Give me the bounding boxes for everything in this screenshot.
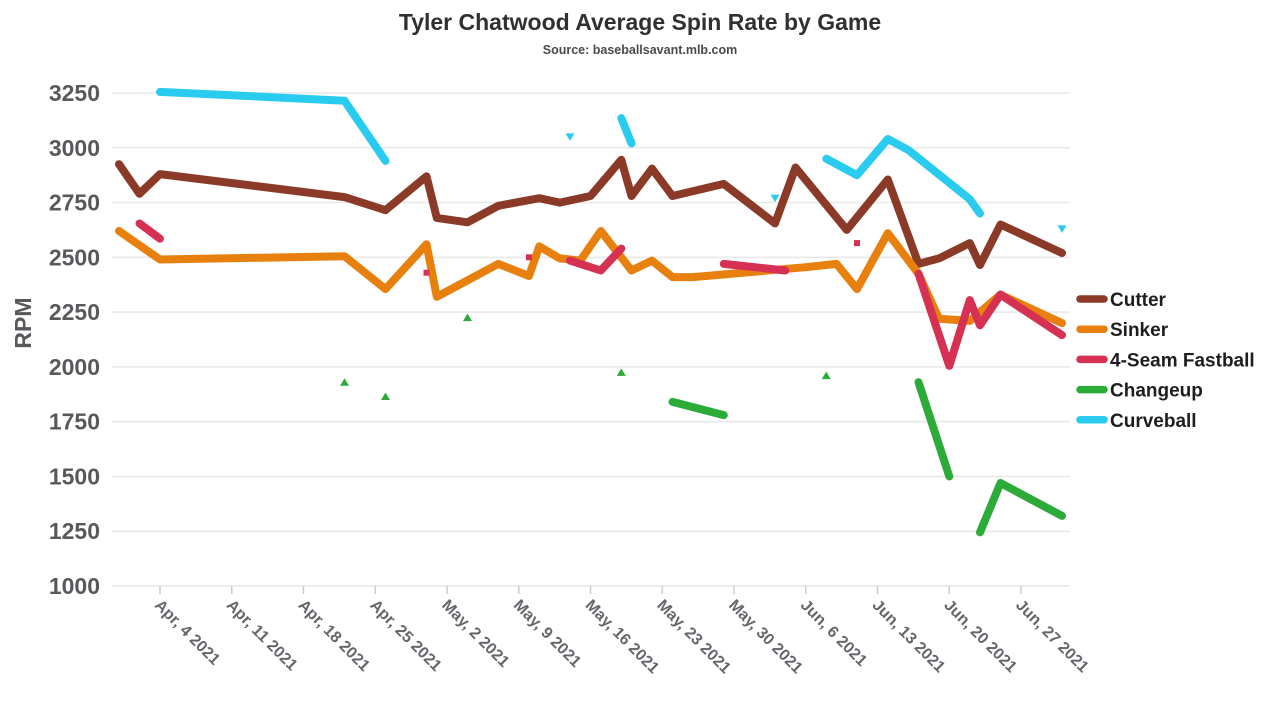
series-marker-4-seam-fastball [423,269,430,276]
series-marker-changeup [463,313,472,322]
series-marker-changeup [340,378,349,386]
y-tick-label: 3000 [49,135,100,161]
chart-title: Tyler Chatwood Average Spin Rate by Game [399,9,881,35]
series-marker-4-seam-fastball [854,240,860,247]
x-tick-label: May, 16 2021 [582,597,662,677]
x-tick-label: Apr, 11 2021 [223,597,301,675]
series-marker-changeup [381,392,390,400]
y-tick-label: 3250 [49,80,100,106]
y-tick-label: 1000 [49,573,100,599]
series-line-4-seam-fastball [566,244,626,275]
series-line-4-seam-fastball [135,219,164,243]
series-line-4-seam-fastball [914,269,1066,370]
legend-label-cutter: Cutter [1110,290,1167,311]
x-tick-label: May, 9 2021 [510,597,584,671]
legend-item-4-seam-fastball: 4-Seam Fastball [1076,350,1255,371]
series-marker-curveball [770,194,780,203]
series-line-changeup [914,378,954,481]
legend-item-curveball: Curveball [1076,411,1197,432]
data-series [115,87,1067,537]
x-tick-label: Jun, 20 2021 [940,597,1019,676]
legend: Cutter Sinker 4-Seam Fastball Changeup Curve… [1076,290,1255,432]
y-tick-label: 1250 [49,518,100,544]
x-tick-label: Apr, 25 2021 [366,597,444,675]
legend-label-changeup: Changeup [1110,381,1203,402]
series-line-4-seam-fastball [719,259,790,275]
legend-item-changeup: Changeup [1076,381,1203,402]
series-line-curveball [822,135,984,218]
y-tick-label: 2500 [49,244,100,270]
legend-item-sinker: Sinker [1076,320,1169,341]
series-line-curveball [156,87,390,165]
x-tick-label: Jun, 27 2021 [1012,597,1091,676]
y-tick-labels: 3250 3000 2750 2500 2250 2000 1750 1500 1250 1000 [49,80,100,599]
legend-label-sinker: Sinker [1110,320,1169,341]
y-tick-label: 2750 [49,190,100,216]
x-tick-label: May, 23 2021 [653,597,733,677]
series-marker-curveball [1057,225,1067,233]
series-marker-curveball [565,133,575,141]
x-tick-label: Jun, 6 2021 [797,597,870,670]
series-marker-changeup [821,371,831,380]
y-tick-label: 1750 [49,409,100,435]
x-tick-label: Apr, 18 2021 [295,597,373,675]
x-tick-label: May, 30 2021 [725,597,805,677]
x-tick-label: Apr, 4 2021 [151,597,223,669]
series-line-changeup [668,397,728,420]
x-tick-label: May, 2 2021 [438,597,512,671]
y-axis-label: RPM [10,297,36,348]
legend-label-4-seam-fastball: 4-Seam Fastball [1110,350,1255,371]
series-line-changeup [976,479,1066,537]
y-tick-label: 1500 [49,463,100,489]
y-tick-label: 2250 [49,299,100,325]
series-marker-4-seam-fastball [526,254,532,261]
x-tick-label: Jun, 13 2021 [869,597,948,676]
series-marker-changeup [616,368,626,376]
legend-item-cutter: Cutter [1076,290,1167,311]
series-line-curveball [617,114,636,148]
series-line-cutter [115,155,1066,269]
legend-label-curveball: Curveball [1110,411,1197,432]
y-tick-label: 2000 [49,354,100,380]
chart-subtitle: Source: baseballsavant.mlb.com [543,43,738,57]
